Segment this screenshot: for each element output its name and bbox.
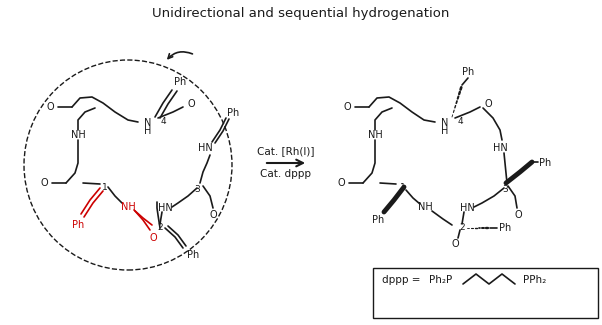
Text: O: O [451, 239, 459, 249]
Text: NH: NH [120, 202, 135, 212]
Text: 4: 4 [160, 116, 166, 125]
Text: Ph: Ph [72, 220, 84, 230]
Text: N: N [441, 118, 448, 128]
Text: HN: HN [459, 203, 474, 213]
Text: O: O [337, 178, 345, 188]
Text: 3: 3 [194, 186, 200, 194]
Text: Cat. [Rh(I)]: Cat. [Rh(I)] [257, 146, 315, 156]
Text: HN: HN [158, 203, 172, 213]
Text: Ph: Ph [187, 250, 199, 260]
Text: dppp =: dppp = [382, 275, 420, 285]
Text: H: H [144, 126, 152, 136]
Text: 3: 3 [502, 186, 508, 194]
Text: O: O [484, 99, 492, 109]
Text: NH: NH [70, 130, 85, 140]
Text: PPh₂: PPh₂ [523, 275, 547, 285]
Text: Cat. dppp: Cat. dppp [261, 169, 311, 179]
FancyBboxPatch shape [373, 268, 598, 318]
Text: 4: 4 [457, 116, 463, 125]
Text: Ph: Ph [227, 108, 239, 118]
Text: O: O [149, 233, 157, 243]
Text: NH: NH [418, 202, 432, 212]
Text: O: O [46, 102, 54, 112]
Text: N: N [144, 118, 152, 128]
Text: Ph: Ph [372, 215, 384, 225]
Text: Ph: Ph [174, 77, 186, 87]
Text: O: O [187, 99, 195, 109]
Text: Ph: Ph [539, 158, 551, 168]
Text: Ph: Ph [462, 67, 474, 77]
Text: 2: 2 [157, 224, 163, 232]
Text: Ph: Ph [499, 223, 511, 233]
Text: HN: HN [492, 143, 507, 153]
Text: Ph₂P: Ph₂P [429, 275, 453, 285]
Text: H: H [441, 126, 448, 136]
Text: NH: NH [368, 130, 382, 140]
Text: O: O [209, 210, 217, 220]
Text: 1: 1 [102, 184, 108, 192]
Text: HN: HN [197, 143, 213, 153]
Text: Unidirectional and sequential hydrogenation: Unidirectional and sequential hydrogenat… [152, 6, 450, 20]
Text: O: O [40, 178, 48, 188]
Text: O: O [343, 102, 351, 112]
Text: 2: 2 [459, 224, 465, 232]
Text: O: O [514, 210, 522, 220]
Text: 1: 1 [400, 184, 406, 192]
